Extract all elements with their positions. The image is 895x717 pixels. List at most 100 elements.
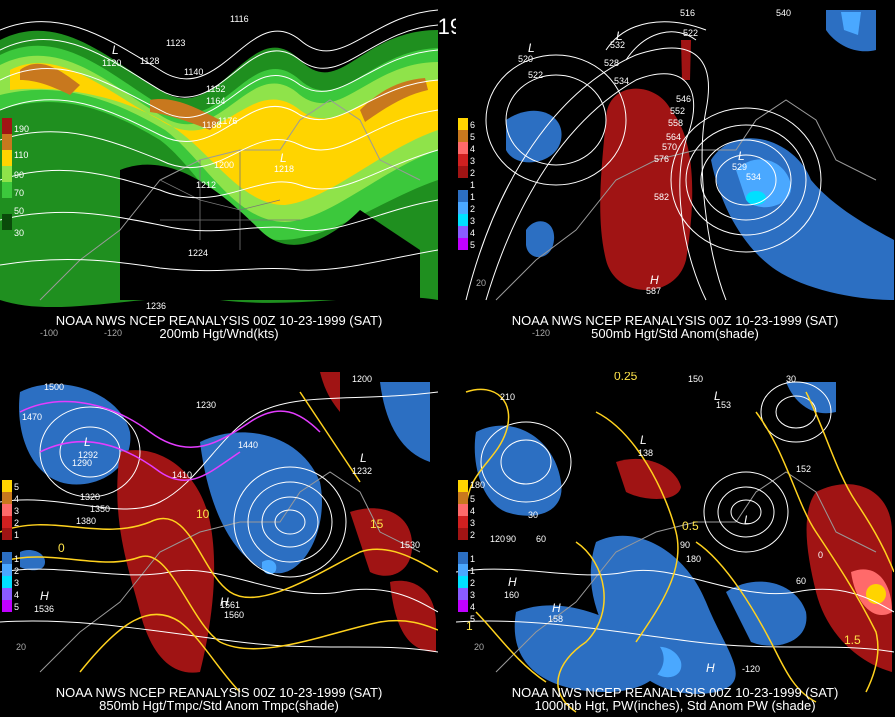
anom-cyan-spot: [262, 559, 277, 575]
anom-cyan-core: [746, 191, 766, 205]
pw-label: 1.5: [844, 633, 861, 647]
panel-850mb-hgt-tmp: 5 4 3 2 1 1 2 3 4 5 1500 1470 1440 1410 …: [0, 372, 438, 717]
anom-yellow-core: [866, 584, 886, 604]
anom-blue-east: [726, 581, 807, 646]
contour-label: 1123: [166, 38, 185, 48]
low-marker: L: [714, 389, 721, 403]
contour-label: 1470: [22, 412, 42, 422]
grid-label: -100: [40, 328, 58, 338]
contour-label: 1290: [72, 458, 92, 468]
pw-label: 0.5: [682, 519, 699, 533]
wind-band-yellow: [10, 63, 438, 206]
contour-label: 522: [683, 28, 698, 38]
contour-label: 1176: [218, 116, 237, 126]
contour-label: 180: [686, 554, 701, 564]
height-contours: [465, 21, 822, 301]
contour-label: 138: [638, 448, 653, 458]
contour-label: 1380: [76, 516, 96, 526]
legend-label: 2: [470, 168, 475, 178]
anom-blue-central: [200, 432, 322, 574]
legend-label: 1: [14, 530, 19, 540]
low-marker: L: [360, 451, 367, 465]
anom-red-se: [390, 580, 436, 652]
caption-source: NOAA NWS NCEP REANALYSIS 00Z 10-23-1999 …: [511, 685, 839, 700]
contour-label: 1140: [184, 67, 203, 77]
low-marker: L: [280, 151, 287, 165]
contour-label: 60: [796, 576, 806, 586]
anom-legend: 6 5 4 3 2 1 1 2 3 4 5: [458, 118, 475, 250]
high-marker: H: [706, 661, 715, 675]
contour-label: 1218: [274, 164, 294, 174]
legend-label: 4: [470, 228, 475, 238]
height-contours: [0, 9, 438, 272]
grid-label: -120: [532, 328, 550, 338]
legend-label: 4: [470, 144, 475, 154]
contour-label: 582: [654, 192, 669, 202]
wind-core-orange-1: [20, 63, 80, 95]
contour-label: 1212: [196, 180, 216, 190]
low-marker: L: [528, 41, 535, 55]
grid-label: 20: [474, 642, 484, 652]
contour-label: 1440: [238, 440, 258, 450]
anom-red-east: [806, 484, 892, 672]
contour-label: 152: [796, 464, 811, 474]
high-marker: H: [508, 575, 517, 589]
contour-label: 30: [786, 374, 796, 384]
contour-label: 1200: [214, 160, 234, 170]
legend-label: 5: [470, 494, 475, 504]
legend-label: 5: [470, 240, 475, 250]
legend-label: 2: [14, 518, 19, 528]
legend-label: 30: [14, 228, 24, 238]
anom-blue-west: [506, 110, 562, 163]
contour-label: 1350: [90, 504, 110, 514]
height-contours: [0, 391, 438, 653]
panel-1000mb-hgt-pw: 180 5 4 3 2 1 1 2 3 4 5 0.25 0.5 1 1.5 3…: [456, 372, 894, 717]
legend-label: 90: [14, 170, 24, 180]
contour-label: 534: [746, 172, 761, 182]
anom-blue-nw: [19, 384, 131, 485]
legend-label: 4: [14, 494, 19, 504]
contour-label: 60: [536, 534, 546, 544]
contour-label: 1536: [34, 604, 54, 614]
temperature-contours: [0, 391, 438, 693]
high-marker: H: [650, 273, 659, 287]
contour-label: 1530: [400, 540, 420, 550]
caption-source: NOAA NWS NCEP REANALYSIS 00Z 10-23-1999 …: [55, 685, 383, 700]
map-200mb: 190 110 90 70 50 30 1116 1120 1128 1140 …: [0, 9, 438, 338]
map-500mb: 6 5 4 3 2 1 1 2 3 4 5 516 522 528 534 54…: [458, 8, 894, 338]
legend-label: 3: [470, 590, 475, 600]
coastline: [495, 471, 877, 673]
legend-label: 4: [470, 602, 475, 612]
legend-label: 110: [14, 150, 28, 160]
anom-blue-sw: [526, 221, 555, 258]
legend-label: 1: [470, 554, 475, 564]
legend-label: 2: [14, 566, 19, 576]
cold-temperature-contours: [19, 400, 321, 481]
contour-label: 546: [676, 94, 691, 104]
contour-label: 1232: [352, 466, 372, 476]
contour-label: 0: [818, 550, 823, 560]
high-marker: H: [552, 601, 561, 615]
anom-legend: 5 4 3 2 1 1 2 3 4 5: [2, 480, 19, 612]
legend-label: 3: [470, 518, 475, 528]
contour-label: 1116: [230, 14, 249, 24]
contour-label: 1561: [220, 600, 240, 610]
legend-label: 4: [14, 590, 19, 600]
low-marker: L: [616, 29, 623, 43]
contour-label: 1410: [172, 470, 192, 480]
contour-label: 1500: [44, 382, 64, 392]
anom-red-small: [681, 40, 691, 80]
anom-red-n: [320, 372, 340, 412]
temp-label: 15: [370, 517, 384, 531]
contour-label: 210: [500, 392, 515, 402]
low-marker: L: [738, 149, 745, 163]
anom-red-east: [350, 508, 413, 576]
grid-label: 20: [16, 642, 26, 652]
contour-label: 158: [548, 614, 563, 624]
wind-legend: 190 110 90 70 50 30: [2, 118, 29, 238]
low-marker: L: [84, 435, 91, 449]
state-borders: [159, 150, 300, 250]
contour-label: 1560: [224, 610, 244, 620]
legend-label: 1: [470, 192, 475, 202]
height-contours: [456, 381, 894, 653]
